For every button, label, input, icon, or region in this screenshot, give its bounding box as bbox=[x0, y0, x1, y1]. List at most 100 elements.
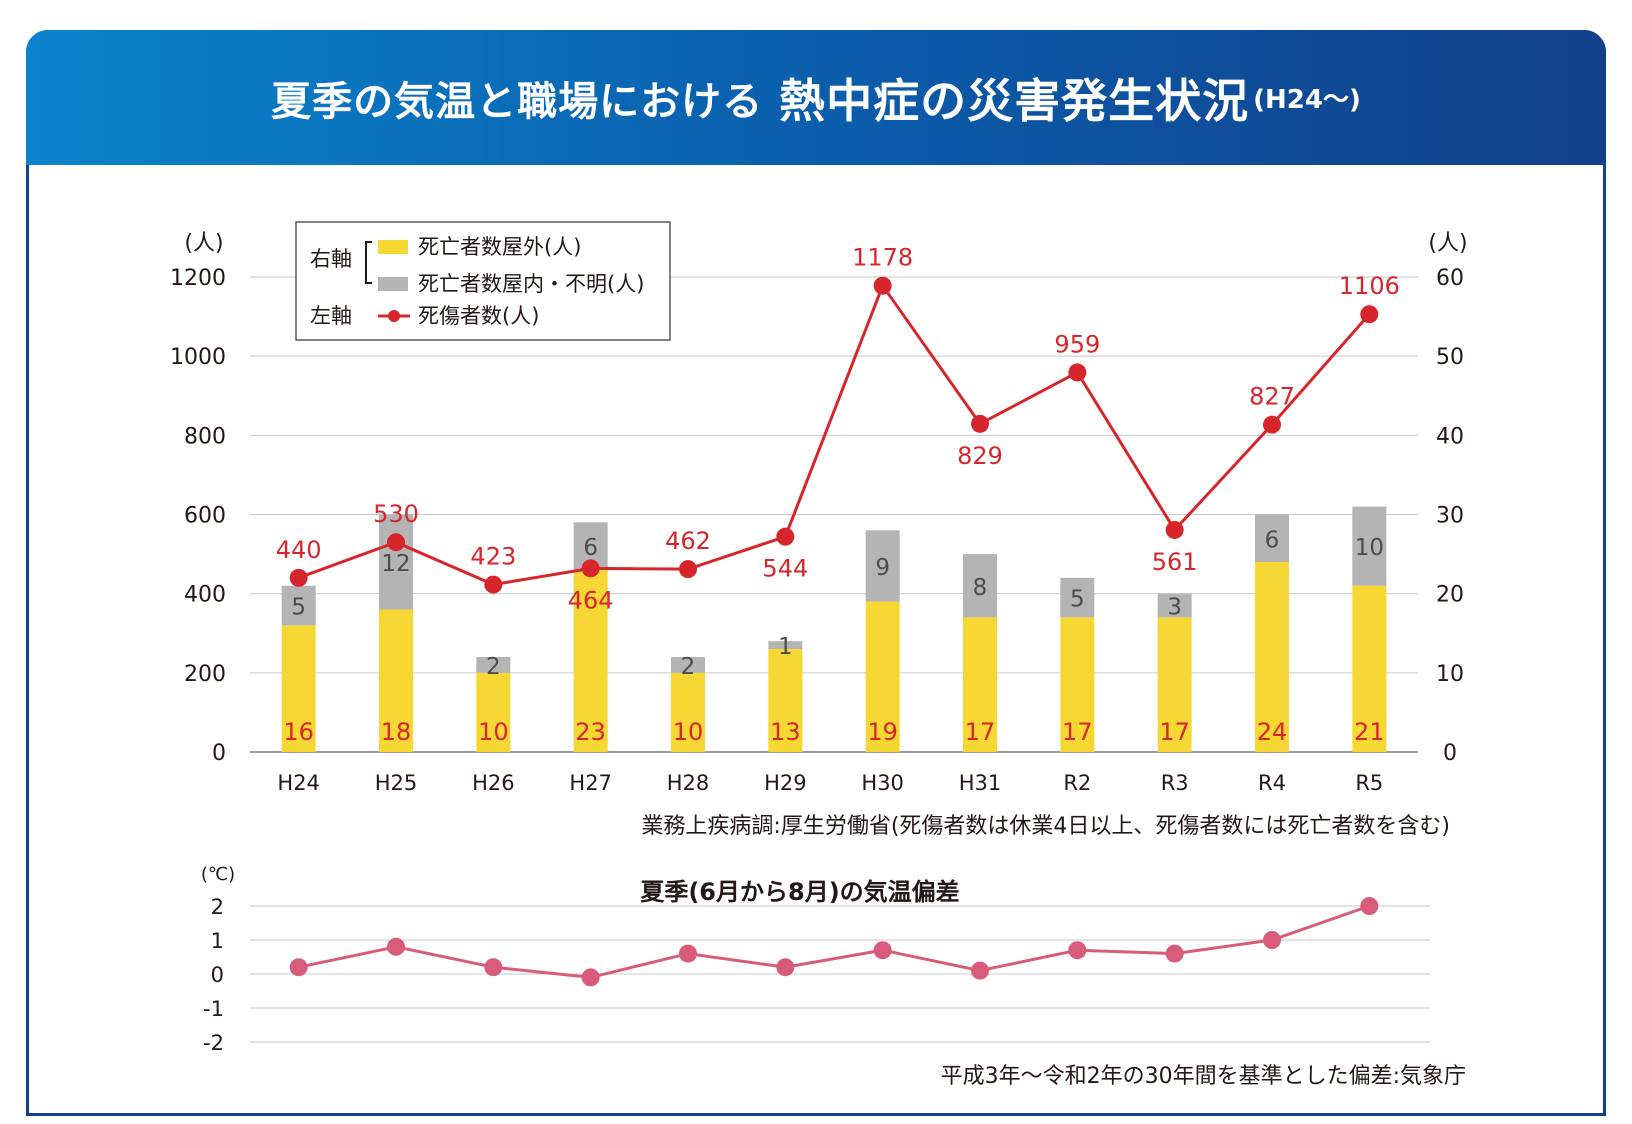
chart-frame bbox=[26, 30, 1606, 1116]
bar-indoor-value: 5 bbox=[291, 595, 306, 621]
title-sub: (H24〜) bbox=[1253, 85, 1361, 115]
bar-indoor bbox=[1255, 514, 1289, 562]
bar-indoor-value: 6 bbox=[583, 535, 598, 561]
casualty-value: 827 bbox=[1249, 383, 1295, 411]
casualty-point bbox=[679, 560, 697, 579]
bar-outdoor bbox=[573, 569, 608, 752]
casualty-point bbox=[873, 276, 892, 295]
casualty-value: 561 bbox=[1152, 548, 1198, 576]
casualty-value: 440 bbox=[276, 536, 322, 564]
bar-indoor-value: 6 bbox=[1265, 527, 1280, 553]
right-axis-tick-label: 50 bbox=[1436, 345, 1464, 370]
left-axis-unit: (人) bbox=[184, 231, 223, 256]
bar-outdoor bbox=[379, 609, 413, 752]
x-tick-label: H31 bbox=[959, 771, 1002, 795]
casualty-value: 1106 bbox=[1339, 272, 1400, 300]
x-tick-label: H30 bbox=[861, 771, 904, 795]
casualty-point bbox=[971, 414, 989, 433]
casualty-point bbox=[1360, 305, 1379, 324]
temp-tick-label: 2 bbox=[211, 895, 224, 919]
temp-axis-unit: (℃) bbox=[201, 864, 235, 885]
temp-point bbox=[387, 937, 405, 956]
bar-outdoor bbox=[1255, 562, 1289, 752]
temp-tick-label: -2 bbox=[203, 1031, 224, 1055]
temp-point bbox=[679, 944, 697, 963]
bar-indoor-value: 3 bbox=[1167, 595, 1182, 621]
right-axis-tick-label: 10 bbox=[1436, 662, 1464, 687]
legend-casualties-label: 死傷者数(人) bbox=[418, 304, 539, 328]
temp-tick-label: 0 bbox=[211, 963, 224, 987]
legend-swatch-indoor bbox=[378, 277, 408, 291]
temp-point bbox=[1068, 941, 1087, 960]
legend-swatch-point bbox=[388, 310, 400, 322]
bar-indoor-value: 5 bbox=[1070, 587, 1085, 613]
source-note-temp: 平成3年〜令和2年の30年間を基準とした偏差:気象庁 bbox=[940, 1064, 1466, 1089]
legend-bracket bbox=[365, 241, 372, 284]
bar-indoor bbox=[1352, 506, 1387, 586]
x-tick-label: H24 bbox=[277, 771, 320, 795]
casualty-point bbox=[289, 568, 308, 587]
casualty-point bbox=[1263, 415, 1281, 434]
temp-chart-title: 夏季(6月から8月)の気温偏差 bbox=[640, 878, 959, 906]
bar-indoor-value: 9 bbox=[875, 555, 890, 581]
legend-indoor-label: 死亡者数屋内・不明(人) bbox=[418, 272, 644, 296]
left-axis-tick-label: 400 bbox=[184, 583, 226, 608]
right-axis-tick-label: 0 bbox=[1443, 741, 1457, 766]
casualty-value: 462 bbox=[665, 527, 711, 555]
temp-point bbox=[873, 941, 892, 960]
right-axis-tick-label: 40 bbox=[1436, 424, 1464, 449]
left-axis-tick-label: 1000 bbox=[170, 345, 226, 370]
bar-outdoor bbox=[768, 649, 803, 752]
casualty-point bbox=[581, 559, 600, 578]
bar-outdoor bbox=[1352, 585, 1387, 752]
casualty-point bbox=[387, 533, 405, 552]
bar-indoor-value: 2 bbox=[486, 654, 501, 680]
casualty-value: 544 bbox=[762, 555, 808, 583]
bar-indoor bbox=[1060, 577, 1095, 618]
bar-outdoor bbox=[963, 617, 997, 752]
bar-indoor bbox=[768, 641, 803, 650]
bar-outdoor-value: 10 bbox=[673, 718, 704, 746]
source-note-main: 業務上疾病調:厚生労働省(死傷者数は休業4日以上、死傷者数には死亡者数を含む) bbox=[641, 814, 1450, 839]
bar-outdoor bbox=[671, 672, 705, 752]
bar-indoor bbox=[1157, 593, 1192, 618]
left-axis-tick-label: 1200 bbox=[170, 266, 226, 291]
page-title: 夏季の気温と職場における 熱中症の災害発生状況 (H24〜) bbox=[26, 30, 1606, 165]
bar-outdoor bbox=[476, 672, 511, 752]
bar-outdoor bbox=[1157, 617, 1192, 752]
x-tick-label: H25 bbox=[375, 771, 418, 795]
legend-right-axis-label: 右軸 bbox=[310, 247, 352, 271]
left-axis-tick-label: 800 bbox=[184, 424, 226, 449]
bar-indoor-value: 10 bbox=[1355, 535, 1384, 561]
bar-outdoor bbox=[865, 601, 900, 752]
casualty-point bbox=[484, 575, 503, 594]
bar-indoor-value: 1 bbox=[778, 634, 793, 660]
bar-indoor bbox=[865, 530, 900, 602]
casualty-value: 423 bbox=[470, 543, 516, 571]
right-axis-tick-label: 20 bbox=[1436, 583, 1464, 608]
legend-outdoor-label: 死亡者数屋外(人) bbox=[418, 235, 581, 259]
casualty-value: 464 bbox=[568, 586, 614, 614]
bar-indoor bbox=[963, 554, 997, 618]
legend-box bbox=[295, 221, 671, 341]
temp-point bbox=[776, 958, 795, 977]
x-tick-label: H28 bbox=[667, 771, 710, 795]
title-accent: 熱中症の災害発生状況 bbox=[779, 73, 1250, 128]
casualty-point bbox=[776, 527, 795, 546]
bar-indoor-value: 12 bbox=[381, 551, 410, 577]
bar-outdoor-value: 13 bbox=[770, 718, 801, 746]
bar-outdoor-value: 21 bbox=[1354, 718, 1385, 746]
bar-outdoor-value: 17 bbox=[1062, 718, 1093, 746]
main-chart: 0 200 400 600 800 1000 1200 0 10 20 30 40 50 60 (人) (人)… bbox=[170, 221, 1468, 795]
casualty-value: 959 bbox=[1054, 330, 1100, 358]
right-axis-unit: (人) bbox=[1428, 231, 1467, 256]
bar-indoor-value: 2 bbox=[681, 654, 696, 680]
title-main: 夏季の気温と職場における bbox=[271, 78, 764, 125]
bar-outdoor-value: 23 bbox=[575, 718, 606, 746]
temp-point bbox=[971, 961, 989, 980]
x-tick-label: H26 bbox=[472, 771, 515, 795]
right-axis-tick-label: 60 bbox=[1436, 266, 1464, 291]
bar-indoor bbox=[671, 657, 705, 673]
x-tick-label: R5 bbox=[1355, 771, 1383, 795]
